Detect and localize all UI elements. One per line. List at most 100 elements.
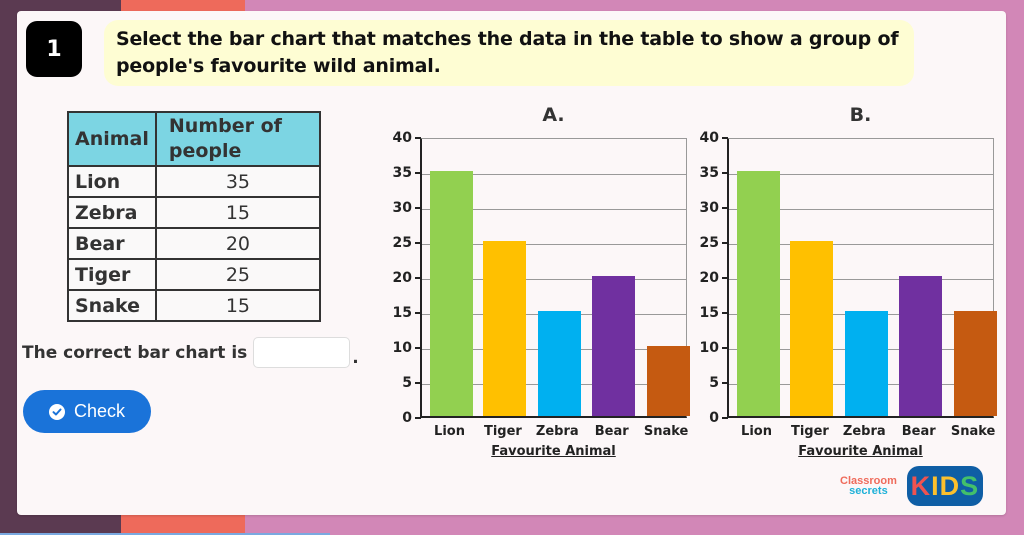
plot-area [420,138,690,418]
y-tick-label: 30 [392,200,412,216]
table-cell-animal: Zebra [67,196,157,229]
bar-tiger [790,241,834,416]
check-button-label: Check [73,401,126,421]
x-tick-label: Lion [741,424,772,439]
gridline [729,279,993,280]
y-tick-label: 40 [699,130,719,146]
bar-zebra [844,311,888,416]
y-tick-label: 0 [709,410,719,426]
table-header-row: Animal Number of people [67,111,322,167]
y-tick-label: 40 [392,130,412,146]
x-tick-label: Bear [594,424,629,439]
x-tick-label: Lion [434,424,465,439]
x-tick-label: Zebra [535,424,579,439]
table-cell-count: 20 [154,227,322,260]
y-tick-mark [415,207,421,209]
y-tick-mark [722,277,728,279]
table-row: Snake 15 [67,289,322,322]
x-tick-label: Tiger [483,424,522,439]
y-tick-mark [722,242,728,244]
y-tick-label: 5 [402,375,412,391]
table-row: Tiger 25 [67,258,322,291]
bar-bear [899,276,943,416]
y-tick-mark [415,312,421,314]
x-tick-label: Zebra [842,424,886,439]
gridline [422,174,686,175]
bar-zebra [537,311,581,416]
kids-letter: S [960,470,980,501]
y-tick-label: 20 [392,270,412,286]
y-tick-mark [415,382,421,384]
table-cell-count: 15 [154,196,322,229]
y-tick-mark [722,137,728,139]
y-tick-mark [722,417,728,419]
y-tick-label: 10 [699,340,719,356]
y-tick-label: 5 [709,375,719,391]
gridline [422,244,686,245]
x-tick-label: Bear [901,424,936,439]
classroom-secrets-wordmark: Classroom secrets [840,475,897,497]
gridline [729,209,993,210]
y-tick-mark [722,312,728,314]
x-axis-title: Favourite Animal [491,444,616,459]
answer-suffix: . [352,347,359,368]
y-tick-label: 25 [392,235,412,251]
table-row: Bear 20 [67,227,322,260]
gridline [422,209,686,210]
y-tick-mark [722,382,728,384]
table-cell-animal: Snake [67,289,157,322]
y-tick-mark [415,347,421,349]
bar-lion [737,171,780,416]
bar-chart-b: B. Favourite Animal 0 5 10 15 20 25 30 35 40 Lion… [687,100,1007,470]
bar-bear [592,276,636,416]
y-tick-label: 15 [699,305,719,321]
bar-snake [953,311,997,416]
gridline [729,244,993,245]
answer-input[interactable] [253,337,351,368]
x-tick-label: Tiger [790,424,829,439]
answer-sentence: The correct bar chart is . [22,337,359,368]
answer-label: The correct bar chart is [22,342,248,363]
x-axis-title: Favourite Animal [798,444,923,459]
table-header-count: Number of people [154,111,322,167]
background-strip [0,533,330,535]
bar-chart-a: A. Favourite Animal 0 5 10 15 20 25 30 35 40 Lion… [380,100,700,470]
table-row: Zebra 15 [67,196,322,229]
table-cell-count: 25 [154,258,322,291]
table-cell-count: 15 [154,289,322,322]
table-header-animal: Animal [67,111,157,167]
x-tick-label: Snake [950,424,996,439]
chart-title: A. [542,104,565,126]
y-tick-mark [415,172,421,174]
kids-letter: K [910,470,932,501]
y-tick-label: 35 [392,165,412,181]
bar-snake [646,346,690,416]
y-tick-label: 10 [392,340,412,356]
bar-lion [430,171,473,416]
y-tick-label: 15 [392,305,412,321]
data-table: Animal Number of people Lion 35 Zebra 15… [67,111,322,322]
y-tick-label: 25 [699,235,719,251]
check-button[interactable]: Check [23,390,151,433]
classroom-secrets-kids-logo: Classroom secrets K I D S [840,466,983,506]
table-row: Lion 35 [67,165,322,198]
y-tick-label: 0 [402,410,412,426]
chart-title: B. [849,104,872,126]
bar-tiger [483,241,527,416]
y-tick-label: 20 [699,270,719,286]
gridline [422,279,686,280]
table-cell-animal: Tiger [67,258,157,291]
table-cell-count: 35 [154,165,322,198]
y-tick-mark [415,277,421,279]
y-tick-mark [415,137,421,139]
kids-letter: I [931,470,940,501]
table-cell-animal: Bear [67,227,157,260]
y-tick-mark [415,242,421,244]
y-tick-mark [722,347,728,349]
y-tick-mark [722,207,728,209]
y-tick-mark [722,172,728,174]
kids-letter: D [939,470,961,501]
y-tick-label: 30 [699,200,719,216]
kids-badge: K I D S [906,466,983,506]
table-cell-animal: Lion [67,165,157,198]
